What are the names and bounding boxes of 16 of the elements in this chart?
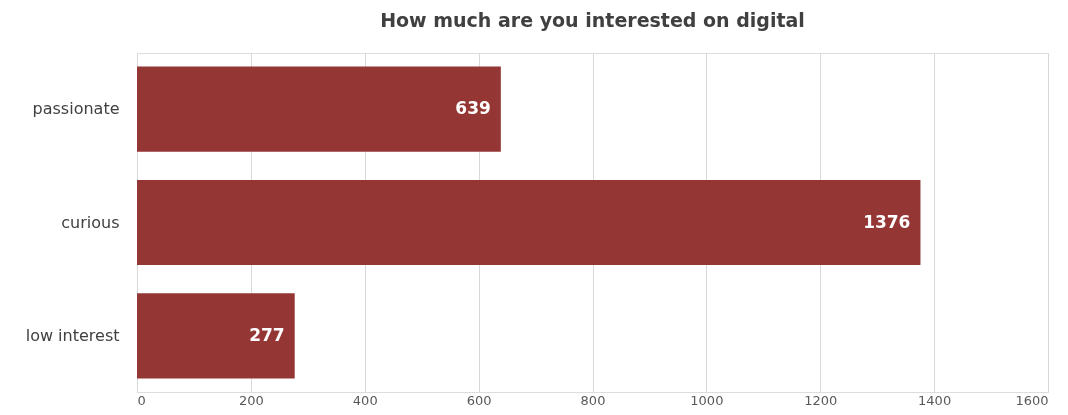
x-tick-label: 1400 <box>918 392 952 408</box>
x-tick-label: 800 <box>580 392 606 408</box>
x-tick-label: 1000 <box>690 392 724 408</box>
y-tick-label: passionate <box>32 99 120 119</box>
data-label: 277 <box>249 324 285 345</box>
x-tick-label: 1200 <box>804 392 838 408</box>
y-tick-label: curious <box>61 212 120 232</box>
y-tick-label: low interest <box>25 325 120 345</box>
x-tick-label: 1600 <box>1015 392 1049 408</box>
x-tick-label: 400 <box>352 392 378 408</box>
x-tick-label: 200 <box>238 392 264 408</box>
data-label: 1376 <box>863 211 911 232</box>
x-tick-label: 600 <box>466 392 492 408</box>
x-tick-label: 0 <box>137 392 146 408</box>
data-label: 639 <box>455 98 491 119</box>
chart-title: How much are you interested on digital <box>380 9 805 31</box>
